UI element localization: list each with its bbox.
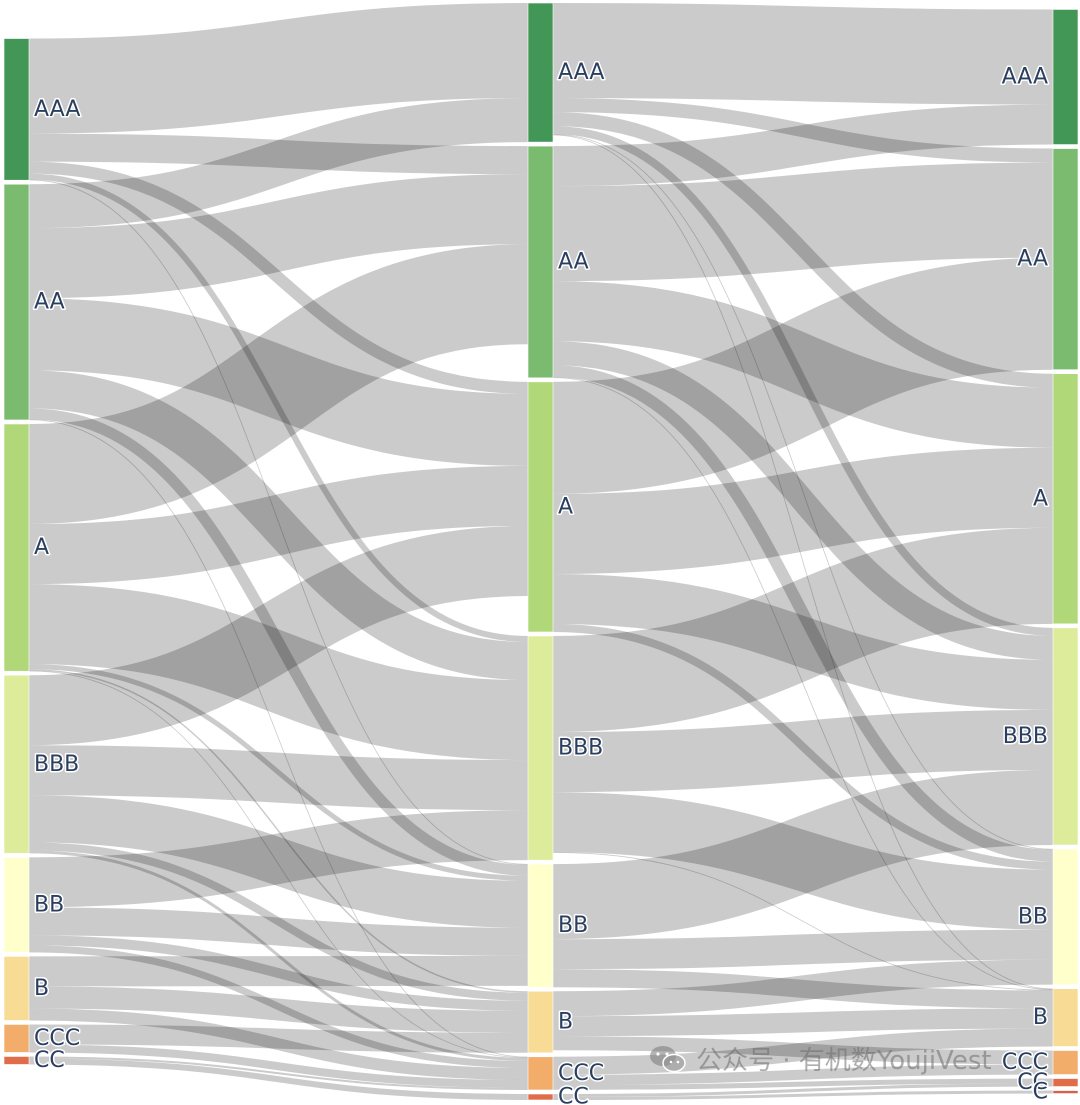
node-label-1-A: A <box>558 494 573 519</box>
link-0-BBB-to-A[interactable] <box>28 525 529 746</box>
link-0-AAA-to-AAA[interactable] <box>28 3 529 134</box>
node-1-B[interactable] <box>527 990 554 1054</box>
node-label-0-CC: CC <box>34 1048 65 1073</box>
node-label-2-B: B <box>1033 1005 1048 1030</box>
link-1-B-to-B[interactable] <box>552 1008 1054 1037</box>
node-2-A[interactable] <box>1052 373 1079 625</box>
node-0-BBB[interactable] <box>3 674 30 854</box>
node-label-0-BBB: BBB <box>34 752 79 777</box>
node-label-0-BB: BB <box>34 892 64 917</box>
node-layer <box>3 2 1079 1101</box>
node-label-1-CC: CC <box>558 1084 589 1105</box>
node-label-2-A: A <box>1033 486 1048 511</box>
node-label-1-AAA: AAA <box>558 60 604 85</box>
node-label-2-BBB: BBB <box>1003 724 1048 749</box>
link-1-B-to-BB[interactable] <box>552 959 1054 1017</box>
node-label-2-CC: CC <box>1017 1070 1048 1095</box>
link-0-BBB-to-BBB[interactable] <box>28 745 529 811</box>
link-1-A-to-AA[interactable] <box>552 257 1054 494</box>
node-2-AA[interactable] <box>1052 148 1079 370</box>
link-1-BBB-to-BBB[interactable] <box>552 709 1054 793</box>
node-2-CC[interactable] <box>1052 1078 1079 1087</box>
node-label-2-AA: AA <box>1017 247 1048 272</box>
node-1-A[interactable] <box>527 381 554 633</box>
node-label-1-BBB: BBB <box>558 736 603 761</box>
link-1-A-to-A[interactable] <box>552 447 1054 574</box>
node-label-0-A: A <box>34 535 49 560</box>
link-0-B-to-B[interactable] <box>28 986 529 1033</box>
node-0-B[interactable] <box>3 956 30 1021</box>
link-0-CC-to-CC[interactable] <box>28 1058 529 1101</box>
link-1-BB-to-BB[interactable] <box>552 929 1054 970</box>
link-0-BB-to-BBB[interactable] <box>28 810 529 908</box>
link-0-A-to-A[interactable] <box>28 465 529 585</box>
node-label-2-BB: BB <box>1018 904 1048 929</box>
node-2-BB[interactable] <box>1052 848 1079 985</box>
node-0-A[interactable] <box>3 423 30 672</box>
node-1-BB[interactable] <box>527 863 554 988</box>
node-label-1-BB: BB <box>558 913 588 938</box>
node-label-2-AAA: AAA <box>1002 64 1048 89</box>
link-0-B-to-BB[interactable] <box>28 955 529 987</box>
node-0-AAA[interactable] <box>3 38 30 181</box>
node-0-CCC[interactable] <box>3 1024 30 1053</box>
node-2-B[interactable] <box>1052 988 1079 1047</box>
node-label-0-AA: AA <box>34 290 65 315</box>
node-label-1-AA: AA <box>558 249 589 274</box>
link-1-CC-to-CC[interactable] <box>552 1083 1054 1098</box>
link-0-CCC-to-CCC[interactable] <box>28 1044 529 1088</box>
link-0-CCC-to-B[interactable] <box>28 1024 529 1053</box>
link-1-AAA-to-AAA[interactable] <box>552 3 1054 105</box>
node-2-CCC[interactable] <box>1052 1050 1079 1075</box>
node-2-AAA[interactable] <box>1052 9 1079 145</box>
link-1-BB-to-BBB[interactable] <box>552 769 1054 940</box>
node-label-2-CCC: CCC <box>1002 1050 1048 1075</box>
link-layer <box>28 3 1054 1101</box>
link-0-BB-to-BB[interactable] <box>28 907 529 956</box>
link-1-CC-to-C[interactable] <box>552 1090 1054 1101</box>
link-0-CC-to-CCC[interactable] <box>28 1056 529 1091</box>
node-label-1-B: B <box>558 1010 573 1035</box>
link-0-AA-to-AA[interactable] <box>28 174 529 299</box>
node-2-BBB[interactable] <box>1052 627 1079 846</box>
node-1-BBB[interactable] <box>527 635 554 861</box>
link-0-AA-to-AAA[interactable] <box>28 98 529 229</box>
link-1-AA-to-AA[interactable] <box>552 162 1054 282</box>
node-label-0-AAA: AAA <box>34 97 80 122</box>
node-0-BB[interactable] <box>3 857 30 953</box>
link-1-CCC-to-CCC[interactable] <box>552 1064 1054 1085</box>
link-1-AA-to-AAA[interactable] <box>552 104 1054 187</box>
node-1-AA[interactable] <box>527 145 554 379</box>
node-label-2-C: C <box>1033 1080 1048 1105</box>
node-label-0-B: B <box>34 976 49 1001</box>
node-2-C[interactable] <box>1052 1090 1079 1094</box>
node-1-CC[interactable] <box>527 1093 554 1101</box>
label-layer: AAAAAABBBBBBCCCCCAAAAAABBBBBBCCCCCAAAAAA… <box>33 59 1050 1105</box>
link-0-A-to-AA[interactable] <box>28 244 529 525</box>
link-1-BBB-to-A[interactable] <box>552 527 1054 733</box>
node-1-CCC[interactable] <box>527 1056 554 1091</box>
node-0-AA[interactable] <box>3 183 30 421</box>
node-0-CC[interactable] <box>3 1056 30 1065</box>
node-label-0-CCC: CCC <box>34 1026 80 1051</box>
link-1-CCC-to-CC[interactable] <box>552 1078 1054 1090</box>
link-1-CCC-to-B[interactable] <box>552 1028 1054 1075</box>
node-1-AAA[interactable] <box>527 2 554 143</box>
node-label-1-CCC: CCC <box>558 1061 604 1086</box>
